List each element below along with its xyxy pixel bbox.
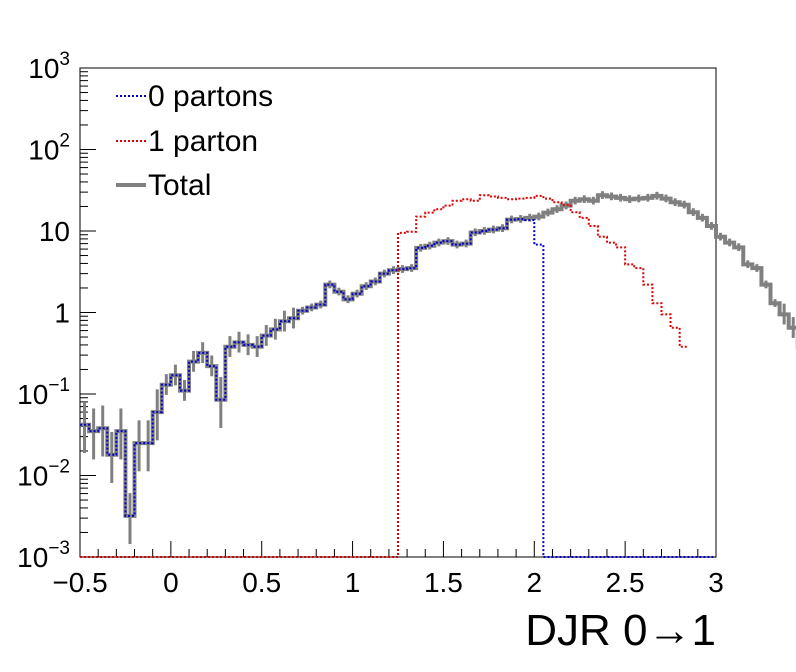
- x-tick-label: 2.5: [606, 567, 645, 598]
- y-tick-label: 103: [28, 49, 70, 84]
- legend: 0 partons 1 parton Total: [116, 80, 273, 202]
- x-tick-labels: −0.5 0 0.5 1 1.5 2 2.5 3: [52, 567, 723, 598]
- x-tick-label: 3: [708, 567, 724, 598]
- y-tick-label: 1: [54, 298, 70, 329]
- legend-label: Total: [148, 169, 211, 202]
- series-layer: [80, 191, 796, 558]
- x-tick-label: −0.5: [52, 567, 107, 598]
- series-0-partons-line: [80, 218, 716, 558]
- legend-label: 0 partons: [148, 80, 273, 113]
- x-axis-label: DJR 0→1: [525, 606, 716, 655]
- y-tick-label: 102: [28, 131, 70, 166]
- x-tick-label: 0.5: [242, 567, 281, 598]
- x-tick-label: 1: [345, 567, 361, 598]
- y-tick-label: 10: [39, 216, 70, 247]
- legend-label: 1 parton: [148, 125, 258, 158]
- y-tick-label: 10−2: [17, 457, 70, 492]
- y-tick-label: 10−1: [17, 375, 70, 410]
- x-tick-label: 0: [163, 567, 179, 598]
- y-tick-label: 10−3: [17, 538, 70, 573]
- x-tick-label: 1.5: [424, 567, 463, 598]
- x-tick-label: 2: [526, 567, 542, 598]
- series-1-parton-line: [80, 194, 689, 558]
